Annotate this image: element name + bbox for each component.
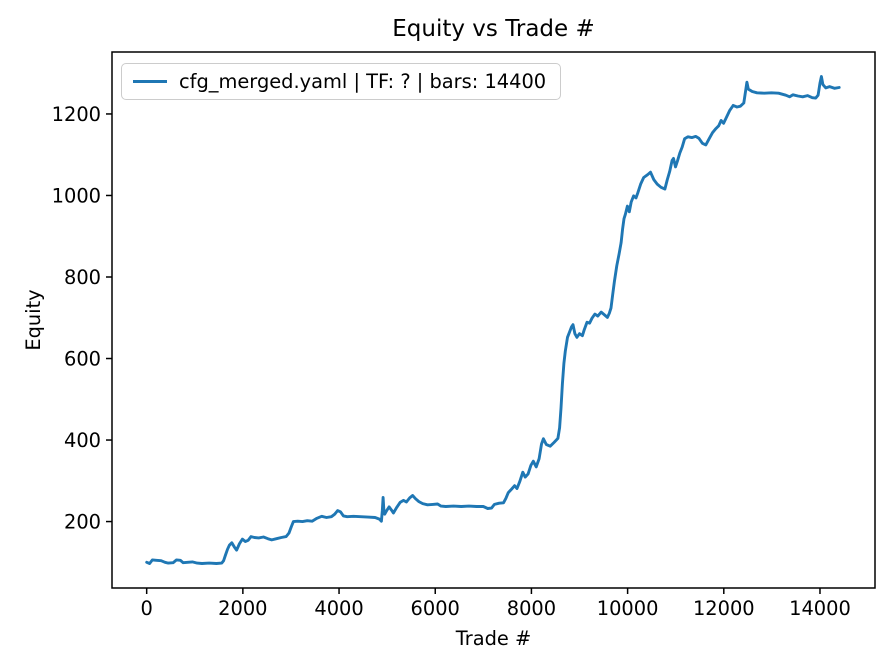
x-tick-label: 10000 xyxy=(597,597,659,620)
y-tick-label: 600 xyxy=(64,348,101,371)
x-tick-label: 0 xyxy=(141,597,153,620)
legend-line-sample-icon xyxy=(133,80,167,83)
y-tick-label: 1200 xyxy=(52,103,101,126)
y-tick-label: 200 xyxy=(64,511,101,534)
x-tick-label: 8000 xyxy=(507,597,556,620)
chart-title: Equity vs Trade # xyxy=(392,16,595,42)
y-tick-label: 400 xyxy=(64,429,101,452)
plot-spines xyxy=(111,51,876,589)
y-axis-label: Equity xyxy=(22,289,45,351)
equity-curve xyxy=(145,75,841,565)
x-axis-label: Trade # xyxy=(455,627,532,650)
y-tick-label: 1000 xyxy=(52,184,101,207)
y-tick-label: 800 xyxy=(64,266,101,289)
x-tick-label: 4000 xyxy=(314,597,363,620)
x-tick-label: 6000 xyxy=(411,597,460,620)
legend-entry-label: cfg_merged.yaml | TF: ? | bars: 14400 xyxy=(179,70,547,93)
x-tick-label: 14000 xyxy=(789,597,851,620)
legend: cfg_merged.yaml | TF: ? | bars: 14400 xyxy=(121,63,562,100)
x-tick-label: 12000 xyxy=(693,597,755,620)
x-tick-label: 2000 xyxy=(218,597,267,620)
